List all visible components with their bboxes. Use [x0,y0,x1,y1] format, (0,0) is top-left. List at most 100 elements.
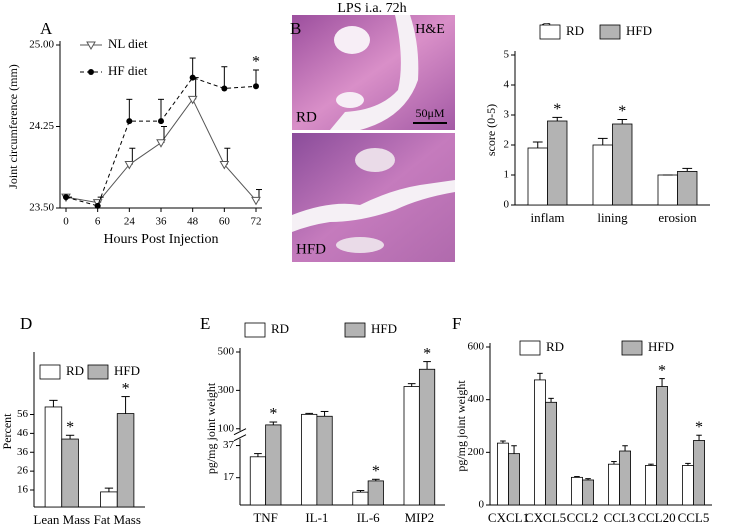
scale-bar-label: 50μM [415,106,444,120]
y-tick-label: 100 [218,422,235,434]
marrow [355,148,395,172]
y-tick-label: 46 [17,427,29,439]
y-tick-label: 200 [468,446,485,458]
x-tick-label: CCL3 [604,510,636,525]
legend-marker [88,69,94,75]
y-tick-label: 2 [504,139,510,151]
bar [418,368,436,506]
bar [545,401,558,506]
bar [619,450,632,506]
y-tick-label: 25.00 [29,39,54,51]
point [156,139,166,148]
bar [693,440,706,506]
y-tick-label: 26 [17,465,29,477]
significance-mark: * [252,54,260,71]
significance-mark: * [423,345,431,362]
bar [582,479,595,506]
bar [496,442,509,506]
x-tick-label: 60 [219,216,231,228]
image-label: HFD [296,241,326,257]
x-tick-label: IL-6 [357,510,381,525]
bar [527,147,548,206]
panel-label: B [290,19,301,38]
legend-label: RD [546,339,564,354]
point [219,161,230,170]
legend-label: HFD [648,339,674,354]
bar [61,438,79,508]
legend-swatch [39,364,61,380]
bar [657,174,678,206]
legend-swatch [519,340,541,356]
x-tick-label: 36 [156,216,168,228]
legend-label: RD [566,23,584,38]
x-tick-label: 0 [63,216,69,228]
axis-break [233,428,247,436]
y-tick-label: 16 [17,484,29,496]
y-axis-title: pg/mg joint weight [204,382,218,474]
marrow [334,26,370,54]
point [94,202,101,209]
point [253,83,259,90]
point [126,118,133,125]
y-tick-label: 17 [223,471,235,483]
legend-label: HFD [371,321,397,336]
y-tick-label: 1 [504,169,510,181]
bar [612,123,633,206]
panel-label: E [200,314,210,333]
x-tick-label: Lean Mass [33,512,90,527]
y-tick-label: 400 [468,393,485,405]
y-tick-label: 0 [479,499,485,511]
y-axis-title: pg/mg joint weight [454,380,468,472]
x-tick-label: CXCL5 [525,510,566,525]
legend-label: HFD [114,363,140,378]
legend-swatch [599,24,621,40]
legend-swatch [244,322,266,338]
point [189,74,196,81]
y-tick-label: 36 [17,446,29,458]
panel-label: A [40,19,53,38]
bar [656,386,669,506]
x-tick-label: 24 [124,216,136,228]
legend-label: RD [66,363,84,378]
bar [100,491,118,508]
x-tick-label: CCL5 [678,510,710,525]
legend-marker [86,41,96,51]
y-tick-label: 23.50 [29,202,54,214]
bar [645,465,657,506]
histology-panel: LPS i.a. 72h H&E RD HFD 50μM [292,1,455,262]
x-tick-label: 6 [95,216,101,228]
bar [116,413,135,508]
legend-swatch [621,340,643,356]
x-tick-label: erosion [658,210,697,225]
significance-mark: * [372,463,380,480]
bar [44,406,63,508]
x-tick-label: MIP2 [405,510,435,525]
panel-label: D [20,314,32,333]
y-tick-label: 56 [17,408,29,420]
x-tick-label: CXCL1 [488,510,529,525]
bar [316,415,333,506]
x-tick-label: lining [597,210,628,225]
legend-swatch [344,322,366,338]
x-axis-title: Hours Post Injection [103,232,218,247]
y-axis-title: score (0-5) [484,104,498,156]
bar [547,120,568,206]
legend-label: RD [271,321,289,336]
panel-label: F [452,314,461,333]
point [63,194,69,201]
bar [301,413,318,506]
y-axis-title: Percent [0,413,14,450]
bar [352,491,369,506]
point [158,118,164,125]
x-tick-label: Fat Mass [94,512,141,527]
y-tick-label: 3 [504,109,510,121]
joint-space [330,15,419,130]
x-tick-label: 72 [251,216,262,228]
legend-swatch [539,24,561,40]
significance-mark: * [66,419,74,436]
y-tick-label: 0 [504,199,510,211]
x-tick-label: 48 [187,216,199,228]
marrow [336,92,364,108]
y-axis-title: Joint circumference (mm) [6,64,20,189]
